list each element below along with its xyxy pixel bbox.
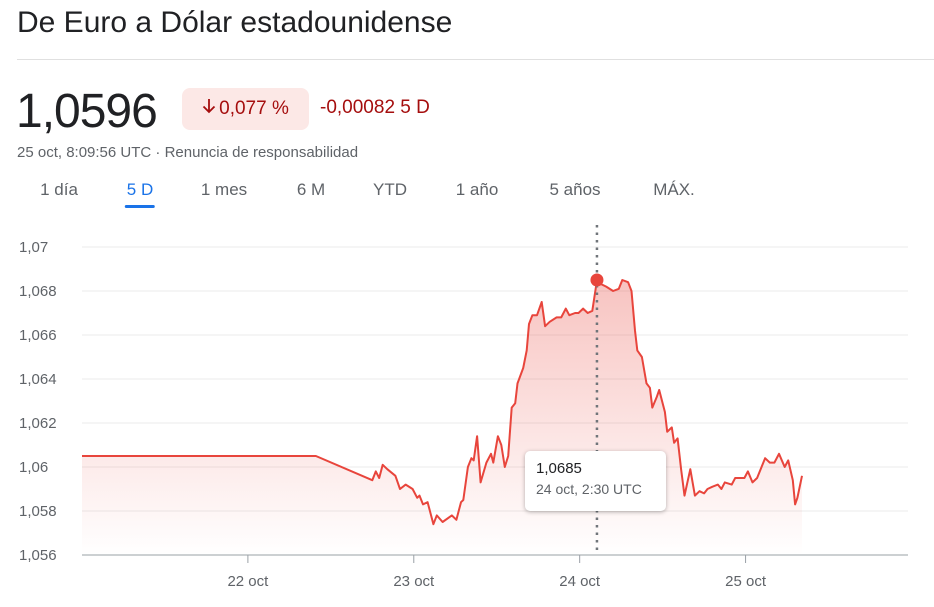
y-tick-label: 1,068 — [19, 283, 57, 300]
tab-6-m[interactable]: 6 M — [296, 180, 326, 199]
tooltip-time: 24 oct, 2:30 UTC — [536, 481, 642, 497]
y-tick-label: 1,066 — [19, 327, 57, 344]
x-tick-label: 24 oct — [559, 573, 601, 590]
y-tick-label: 1,064 — [19, 371, 57, 388]
change-percent: 0,077 % — [219, 98, 289, 119]
y-tick-label: 1,06 — [19, 459, 48, 476]
y-tick-label: 1,056 — [19, 547, 57, 564]
tab-5-años[interactable]: 5 años — [549, 180, 601, 199]
page-title: De Euro a Dólar estadounidense — [17, 6, 453, 39]
timestamp-line: 25 oct, 8:09:56 UTC · Renuncia de respon… — [17, 144, 358, 161]
current-price: 1,0596 — [16, 85, 158, 138]
divider — [17, 59, 934, 60]
timestamp: 25 oct, 8:09:56 UTC · — [17, 144, 165, 161]
y-tick-label: 1,07 — [19, 239, 48, 256]
x-tick-label: 22 oct — [227, 573, 269, 590]
tab-1-mes[interactable]: 1 mes — [200, 180, 248, 199]
area-fill — [82, 280, 802, 555]
tab-ytd[interactable]: YTD — [373, 180, 407, 199]
price-line — [82, 279, 803, 526]
arrow-down-icon — [202, 98, 216, 120]
tab-máx[interactable]: MÁX. — [653, 180, 695, 199]
tab-1-año[interactable]: 1 año — [455, 180, 499, 199]
chart-tooltip: 1,0685 24 oct, 2:30 UTC — [525, 451, 666, 511]
y-tick-label: 1,062 — [19, 415, 57, 432]
disclaimer-link[interactable]: Renuncia de responsabilidad — [164, 144, 359, 161]
x-tick-label: 23 oct — [393, 573, 435, 590]
tab-1-día[interactable]: 1 día — [40, 180, 78, 199]
change-absolute: -0,00082 5 D — [320, 97, 430, 118]
x-tick-label: 25 oct — [725, 573, 767, 590]
tab-5-d[interactable]: 5 D — [124, 180, 156, 208]
y-tick-label: 1,058 — [19, 503, 57, 520]
highlight-point — [590, 273, 604, 287]
change-percent-badge: 0,077 % — [182, 88, 309, 130]
tooltip-value: 1,0685 — [536, 460, 582, 477]
